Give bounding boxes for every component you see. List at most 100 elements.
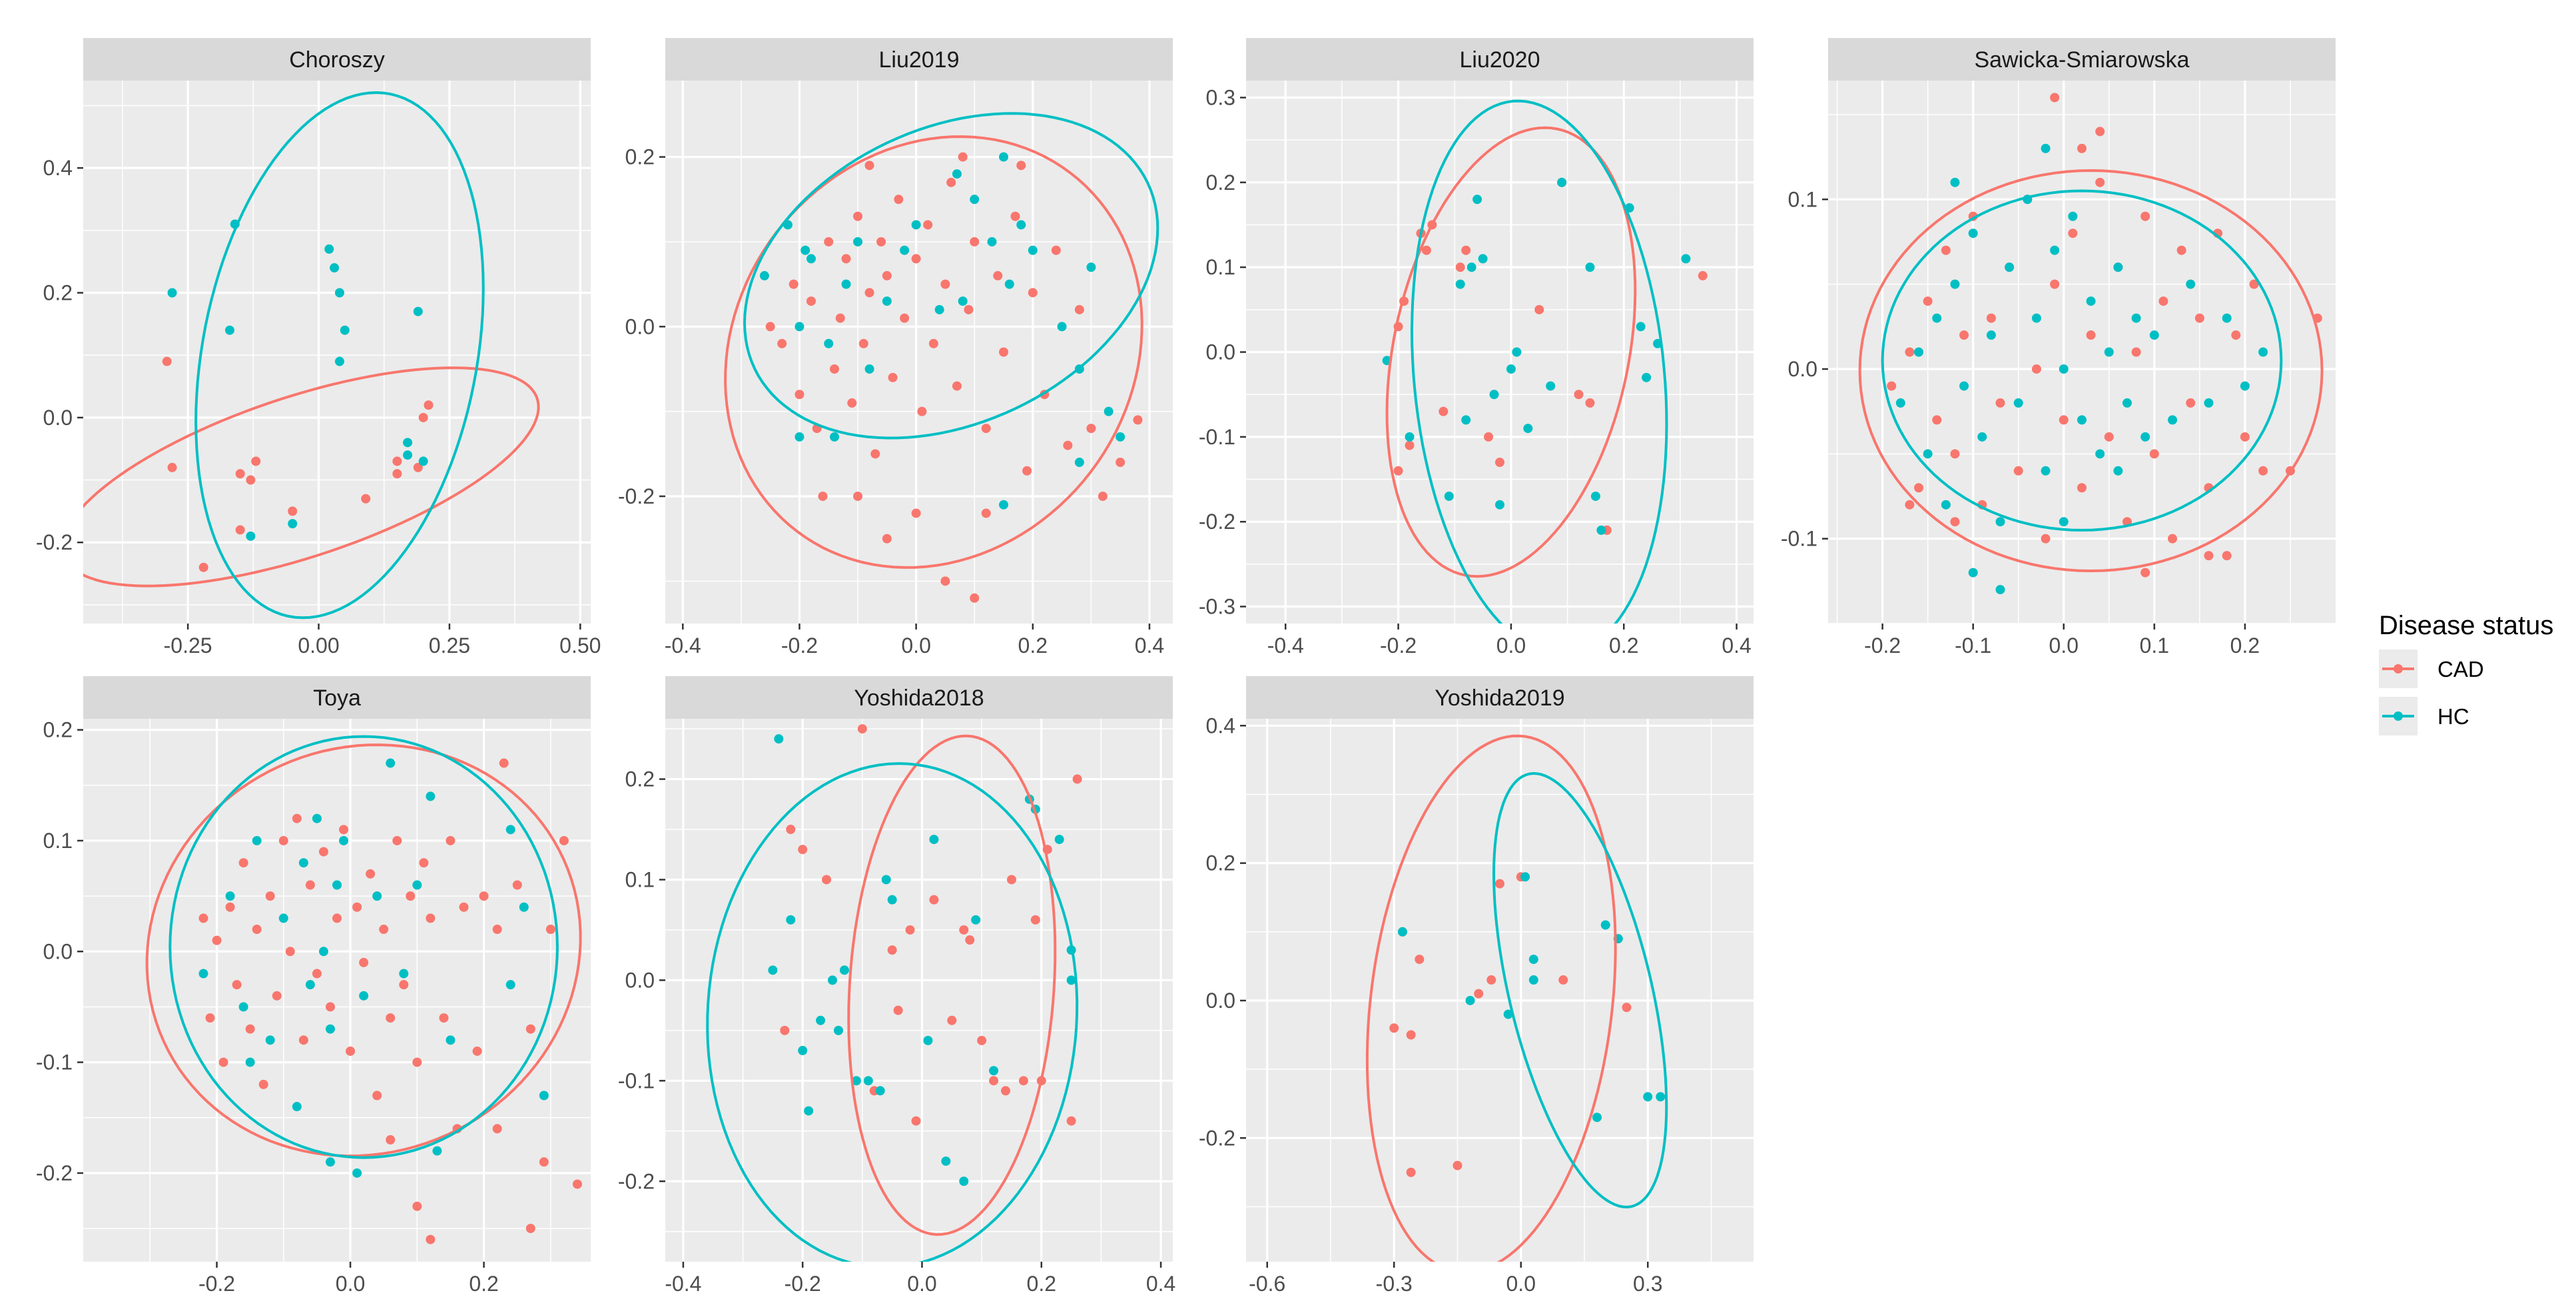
y-tick-label: -0.2 — [1199, 1126, 1235, 1150]
data-point-cad — [366, 869, 376, 879]
legend-key-cad-point — [2394, 664, 2403, 673]
data-point-hc — [1642, 372, 1652, 382]
data-point-hc — [1528, 955, 1538, 965]
data-point-cad — [2095, 127, 2105, 137]
data-point-cad — [1455, 262, 1465, 272]
data-point-hc — [2005, 262, 2015, 272]
data-point-hc — [1681, 254, 1691, 264]
data-point-hc — [505, 980, 515, 990]
data-point-cad — [940, 279, 950, 289]
series-cad — [780, 724, 1082, 1126]
panel-data — [145, 735, 582, 1244]
data-point-cad — [929, 895, 939, 905]
data-point-cad — [1698, 270, 1708, 280]
data-point-cad — [765, 322, 775, 332]
data-point-cad — [917, 406, 927, 416]
data-point-cad — [386, 1135, 396, 1145]
panel-grid — [83, 719, 591, 1262]
y-tick-label: -0.2 — [618, 1169, 655, 1193]
confidence-ellipse-cad — [1365, 734, 1617, 1262]
x-tick-label: 0.1 — [2140, 634, 2169, 657]
panel-title: Liu2020 — [1459, 47, 1540, 73]
y-tick-label: 0.4 — [43, 156, 73, 180]
data-point-cad — [2086, 330, 2096, 340]
data-point-cad — [853, 491, 863, 501]
panel-title: Yoshida2018 — [854, 685, 984, 711]
data-point-hc — [1455, 279, 1465, 289]
data-point-cad — [1022, 466, 1032, 476]
data-point-cad — [1072, 774, 1082, 784]
data-point-cad — [1495, 458, 1504, 468]
panel-background — [83, 719, 591, 1262]
x-tick-label: -0.25 — [164, 634, 212, 657]
data-point-cad — [424, 400, 434, 410]
data-point-hc — [312, 813, 322, 823]
data-point-hc — [795, 432, 805, 442]
data-point-hc — [1489, 390, 1499, 400]
x-tick-label: -0.2 — [1380, 634, 1417, 657]
data-point-hc — [519, 902, 529, 912]
data-point-hc — [1968, 568, 1978, 578]
data-point-cad — [2176, 245, 2186, 255]
y-tick-label: -0.3 — [1199, 595, 1235, 619]
x-tick-label: -0.1 — [1955, 634, 1991, 657]
data-point-hc — [2077, 415, 2087, 425]
data-point-hc — [2149, 330, 2159, 340]
data-point-hc — [2140, 432, 2150, 442]
data-point-cad — [2068, 228, 2078, 238]
data-point-hc — [958, 296, 968, 306]
data-point-hc — [288, 519, 298, 529]
data-point-cad — [1986, 313, 1996, 323]
data-point-hc — [1465, 995, 1475, 1005]
panel-grid — [1246, 719, 1754, 1262]
data-point-cad — [2222, 551, 2232, 561]
data-point-cad — [2095, 177, 2105, 187]
data-point-cad — [853, 211, 863, 221]
data-point-hc — [987, 236, 997, 246]
data-point-hc — [804, 1106, 814, 1116]
data-point-cad — [894, 195, 904, 205]
data-point-hc — [432, 1146, 442, 1156]
data-point-cad — [1905, 347, 1915, 357]
data-point-cad — [2186, 398, 2196, 408]
y-tick-label: -0.1 — [36, 1051, 73, 1075]
data-point-cad — [245, 1024, 255, 1034]
confidence-ellipse-hc — [1492, 771, 1668, 1209]
data-point-cad — [965, 935, 975, 945]
data-point-hc — [941, 1156, 951, 1166]
panel-grid — [1828, 81, 2336, 624]
confidence-ellipse-cad — [83, 366, 540, 588]
data-point-cad — [288, 506, 298, 516]
legend-key-hc-point — [2394, 711, 2403, 721]
data-point-cad — [413, 462, 423, 472]
data-point-cad — [1574, 390, 1584, 400]
panel-data — [1858, 93, 2324, 595]
data-point-hc — [853, 236, 863, 246]
data-point-cad — [2240, 432, 2250, 442]
data-point-hc — [2113, 262, 2123, 272]
data-point-cad — [777, 338, 787, 348]
data-point-hc — [1520, 872, 1530, 882]
data-point-hc — [952, 169, 962, 179]
y-tick-label: 0.0 — [625, 314, 655, 338]
data-point-hc — [1546, 381, 1556, 391]
data-point-cad — [2131, 347, 2141, 357]
data-point-cad — [2231, 330, 2241, 340]
legend-entry-hc: HC — [2379, 697, 2469, 735]
y-tick-label: 0.4 — [1206, 713, 1235, 737]
data-point-hc — [1914, 347, 1924, 357]
data-point-hc — [1968, 228, 1978, 238]
data-point-hc — [1557, 177, 1567, 187]
data-point-hc — [768, 965, 778, 975]
data-point-cad — [392, 469, 402, 479]
data-point-cad — [798, 845, 808, 855]
data-point-hc — [1995, 517, 2005, 527]
panel-grid — [665, 81, 1173, 624]
panel-strip — [83, 38, 591, 81]
y-tick-label: 0.0 — [1206, 340, 1235, 364]
panel-axes: -0.4 -0.2 0.0 0.2 0.4 -0.2 0.0 0.2 — [618, 145, 1164, 657]
data-point-cad — [198, 913, 208, 923]
data-point-hc — [2013, 398, 2023, 408]
data-point-cad — [372, 1091, 382, 1100]
